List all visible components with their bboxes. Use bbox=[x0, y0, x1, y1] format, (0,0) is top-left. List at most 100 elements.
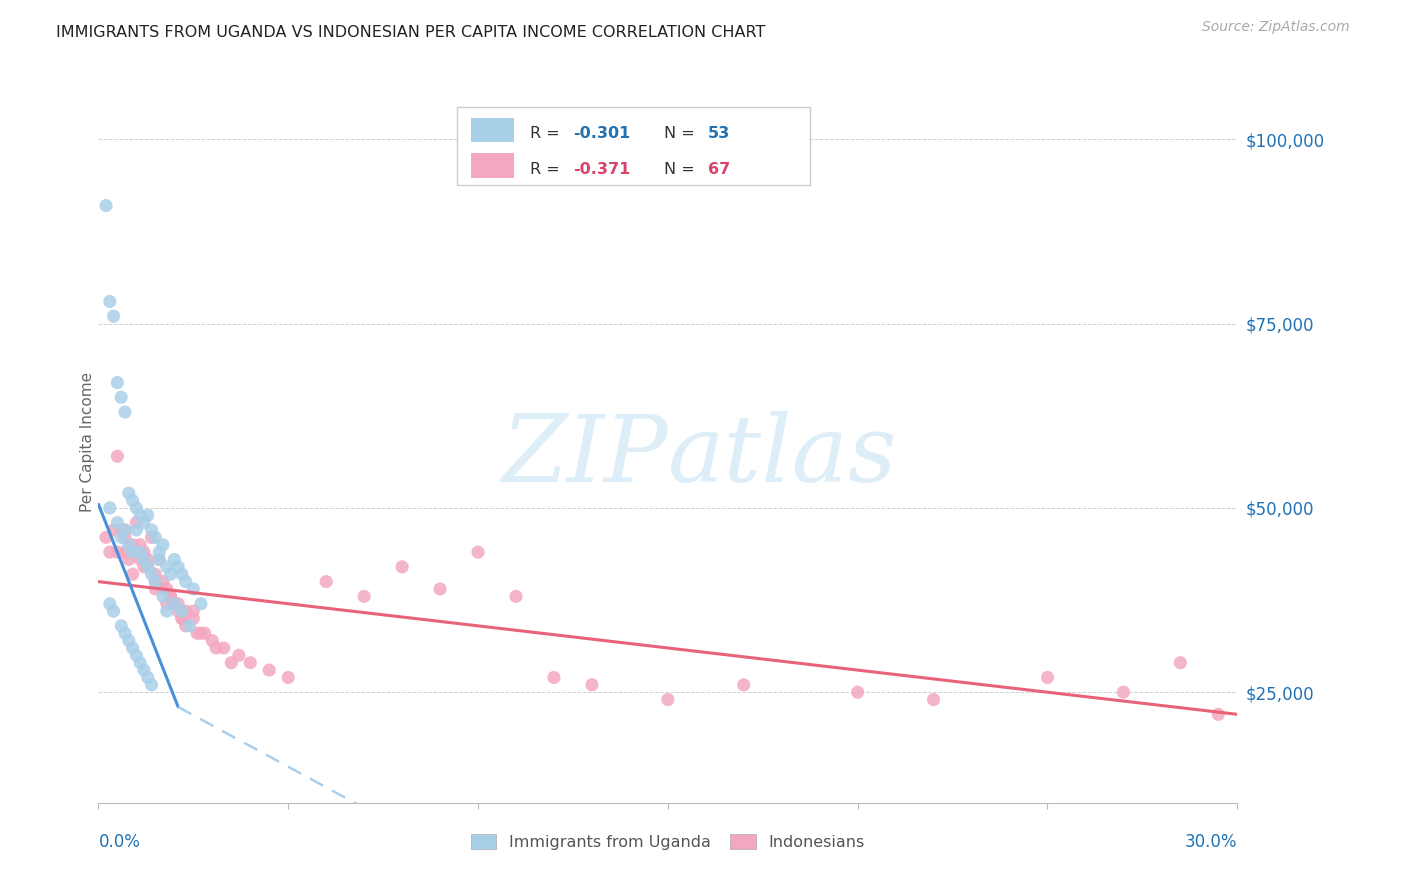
Point bbox=[125, 523, 148, 537]
Point bbox=[145, 567, 167, 582]
Point bbox=[152, 574, 174, 589]
Point bbox=[107, 545, 129, 559]
Point bbox=[846, 685, 869, 699]
Point bbox=[141, 678, 163, 692]
Point bbox=[132, 560, 155, 574]
Point bbox=[110, 619, 132, 633]
Point bbox=[156, 582, 179, 596]
Text: N =: N = bbox=[665, 161, 700, 177]
Point bbox=[1036, 670, 1059, 684]
Point bbox=[194, 626, 217, 640]
Point bbox=[136, 560, 159, 574]
Point bbox=[121, 493, 143, 508]
Point bbox=[114, 523, 136, 537]
Point bbox=[179, 619, 201, 633]
Point bbox=[467, 545, 489, 559]
Point bbox=[239, 656, 262, 670]
Point bbox=[152, 582, 174, 596]
Point bbox=[132, 552, 155, 566]
Point bbox=[103, 604, 125, 618]
Point bbox=[98, 545, 121, 559]
Point bbox=[183, 582, 205, 596]
Point bbox=[429, 582, 451, 596]
Point bbox=[163, 597, 186, 611]
Point bbox=[1208, 707, 1230, 722]
Point bbox=[141, 530, 163, 544]
Point bbox=[922, 692, 945, 706]
Point bbox=[159, 567, 181, 582]
Legend: Immigrants from Uganda, Indonesians: Immigrants from Uganda, Indonesians bbox=[464, 828, 872, 856]
Text: atlas: atlas bbox=[668, 411, 897, 501]
Point bbox=[129, 538, 152, 552]
Point bbox=[107, 516, 129, 530]
Point bbox=[228, 648, 250, 663]
Point bbox=[110, 390, 132, 404]
Point bbox=[174, 619, 197, 633]
Point bbox=[170, 611, 193, 625]
Point bbox=[103, 523, 125, 537]
Text: R =: R = bbox=[530, 127, 565, 141]
Point bbox=[277, 670, 299, 684]
Point bbox=[183, 604, 205, 618]
Point bbox=[156, 597, 179, 611]
Point bbox=[186, 626, 208, 640]
Point bbox=[132, 545, 155, 559]
Point bbox=[174, 574, 197, 589]
Point bbox=[129, 552, 152, 566]
Point bbox=[121, 640, 143, 655]
Point bbox=[129, 545, 152, 559]
Point bbox=[159, 590, 181, 604]
Point bbox=[148, 552, 170, 566]
Point bbox=[163, 552, 186, 566]
Point bbox=[174, 604, 197, 618]
Point bbox=[657, 692, 679, 706]
Text: Source: ZipAtlas.com: Source: ZipAtlas.com bbox=[1202, 20, 1350, 34]
Point bbox=[114, 545, 136, 559]
Point bbox=[110, 523, 132, 537]
Point bbox=[94, 199, 117, 213]
Point bbox=[98, 597, 121, 611]
FancyBboxPatch shape bbox=[471, 118, 515, 143]
Point bbox=[114, 523, 136, 537]
Point bbox=[152, 590, 174, 604]
Point bbox=[152, 538, 174, 552]
Point bbox=[118, 552, 141, 566]
Text: -0.371: -0.371 bbox=[574, 161, 630, 177]
Point bbox=[125, 500, 148, 515]
Point bbox=[107, 376, 129, 390]
Point bbox=[170, 611, 193, 625]
Point bbox=[129, 656, 152, 670]
Text: R =: R = bbox=[530, 161, 565, 177]
Point bbox=[190, 597, 212, 611]
Point bbox=[183, 611, 205, 625]
Text: 30.0%: 30.0% bbox=[1185, 833, 1237, 851]
Point bbox=[190, 626, 212, 640]
Point bbox=[148, 552, 170, 566]
Y-axis label: Per Capita Income: Per Capita Income bbox=[80, 371, 94, 512]
Point bbox=[156, 604, 179, 618]
Point bbox=[259, 663, 281, 677]
Point bbox=[107, 450, 129, 464]
Point bbox=[581, 678, 603, 692]
Point bbox=[121, 567, 143, 582]
Text: IMMIGRANTS FROM UGANDA VS INDONESIAN PER CAPITA INCOME CORRELATION CHART: IMMIGRANTS FROM UGANDA VS INDONESIAN PER… bbox=[56, 25, 766, 40]
Point bbox=[121, 545, 143, 559]
Point bbox=[156, 560, 179, 574]
FancyBboxPatch shape bbox=[471, 153, 515, 178]
Point bbox=[129, 508, 152, 523]
Point bbox=[201, 633, 224, 648]
Point bbox=[136, 552, 159, 566]
FancyBboxPatch shape bbox=[457, 107, 810, 185]
Point bbox=[353, 590, 375, 604]
Point bbox=[103, 309, 125, 323]
Point bbox=[118, 486, 141, 500]
Point bbox=[125, 648, 148, 663]
Text: 53: 53 bbox=[707, 127, 730, 141]
Point bbox=[114, 626, 136, 640]
Point bbox=[121, 538, 143, 552]
Point bbox=[98, 500, 121, 515]
Point bbox=[163, 597, 186, 611]
Point bbox=[98, 294, 121, 309]
Point bbox=[145, 530, 167, 544]
Text: -0.301: -0.301 bbox=[574, 127, 630, 141]
